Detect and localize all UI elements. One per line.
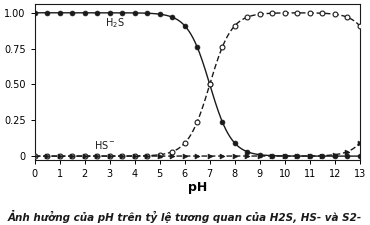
Text: Ảnh hưởng của pH trên tỷ lệ tương quan của H2S, HS- và S2-: Ảnh hưởng của pH trên tỷ lệ tương quan c… <box>8 210 362 223</box>
X-axis label: pH: pH <box>188 181 207 194</box>
Text: HS$^-$: HS$^-$ <box>94 139 116 151</box>
Text: H$_2$S: H$_2$S <box>105 16 125 30</box>
